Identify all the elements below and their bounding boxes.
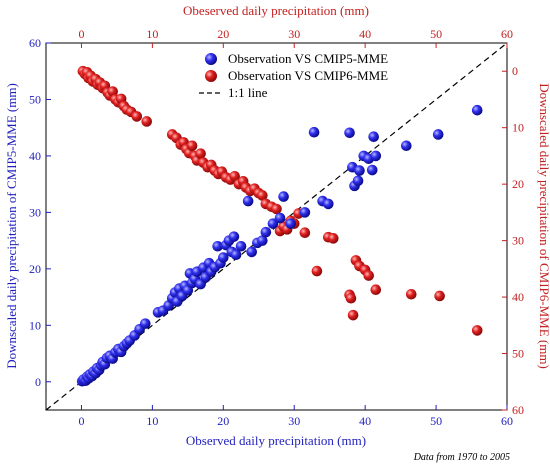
cmip6-point bbox=[229, 170, 240, 182]
legend-label-one-to-one: 1:1 line bbox=[228, 85, 268, 100]
cmip5-point bbox=[370, 150, 382, 162]
y-axis-title-right: Downscaled daily precipitation of CMIP6-… bbox=[537, 83, 550, 369]
cmip5-point bbox=[308, 126, 320, 138]
cmip6-point bbox=[257, 190, 268, 201]
cmip6-point bbox=[405, 288, 417, 300]
cmip5-point bbox=[400, 140, 412, 152]
cmip5-point bbox=[260, 226, 272, 238]
cmip6-point bbox=[345, 292, 357, 304]
cmip6-point bbox=[363, 270, 375, 281]
x-tick-label-top: 40 bbox=[359, 27, 371, 41]
x-tick-label-bottom: 10 bbox=[146, 414, 158, 428]
cmip5-point bbox=[285, 218, 296, 229]
legend-label-cmip6: Observation VS CMIP6-MME bbox=[228, 68, 388, 83]
cmip6-point bbox=[131, 111, 143, 122]
y-tick-label-right: 60 bbox=[512, 403, 524, 417]
legend-label-cmip5: Observation VS CMIP5-MME bbox=[228, 51, 388, 66]
cmip5-point bbox=[235, 240, 247, 252]
cmip6-point bbox=[195, 148, 206, 159]
y-tick-label-left: 0 bbox=[35, 375, 41, 389]
plot-frame bbox=[45, 42, 508, 411]
cmip5-point bbox=[257, 235, 268, 246]
cmip6-point bbox=[311, 265, 323, 277]
cmip5-point bbox=[246, 246, 257, 258]
x-tick-label-bottom: 0 bbox=[78, 414, 84, 428]
y-tick-label-right: 20 bbox=[512, 177, 524, 191]
y-tick-label-right: 50 bbox=[512, 347, 524, 361]
cmip6-point bbox=[347, 309, 359, 321]
cmip5-point bbox=[344, 127, 355, 139]
cmip5-point bbox=[278, 191, 289, 202]
cmip6-point bbox=[299, 227, 311, 239]
y-tick-label-left: 10 bbox=[29, 318, 41, 332]
cmip5-point bbox=[366, 164, 378, 176]
cmip5-point bbox=[230, 249, 242, 261]
legend: Observation VS CMIP5-MME Observation VS … bbox=[199, 51, 388, 100]
cmip5-point bbox=[218, 252, 229, 263]
x-tick-label-top: 10 bbox=[146, 27, 158, 41]
cmip5-point bbox=[274, 212, 286, 224]
y-tick-label-left: 60 bbox=[29, 36, 41, 50]
x-tick-label-bottom: 40 bbox=[359, 414, 371, 428]
cmip6-point bbox=[327, 233, 339, 244]
cmip5-point bbox=[322, 198, 334, 210]
cmip5-point bbox=[352, 175, 364, 187]
data-period-note: Data from 1970 to 2005 bbox=[413, 452, 510, 463]
cmip5-point bbox=[299, 207, 311, 218]
y-tick-label-left: 30 bbox=[29, 205, 41, 219]
cmip6-point bbox=[186, 140, 198, 152]
cmip5-point bbox=[267, 218, 279, 229]
x-tick-label-bottom: 60 bbox=[501, 414, 513, 428]
cmip6-point bbox=[370, 284, 382, 296]
x-tick-label-bottom: 50 bbox=[430, 414, 442, 428]
cmip5-points bbox=[76, 104, 483, 387]
y-tick-label-right: 30 bbox=[512, 234, 524, 248]
cmip5-point bbox=[471, 104, 483, 116]
y-axis-title-left: Downscaled daily precipitation of CMIP5-… bbox=[4, 83, 19, 369]
cmip6-point bbox=[271, 203, 282, 215]
x-tick-label-top: 0 bbox=[78, 27, 84, 41]
cmip5-point bbox=[228, 231, 240, 242]
y-tick-label-right: 0 bbox=[512, 64, 518, 78]
x-tick-label-bottom: 20 bbox=[217, 414, 229, 428]
y-tick-label-right: 40 bbox=[512, 290, 524, 304]
cmip5-point bbox=[212, 240, 223, 252]
cmip5-point bbox=[432, 129, 444, 140]
legend-marker-cmip6 bbox=[205, 70, 217, 82]
x-axis-title-top: Obeserved daily precipitation (mm) bbox=[183, 3, 369, 18]
x-tick-label-top: 50 bbox=[430, 27, 442, 41]
x-tick-label-top: 60 bbox=[501, 27, 513, 41]
cmip5-point bbox=[354, 165, 365, 176]
x-tick-label-top: 30 bbox=[288, 27, 300, 41]
axis-ticks: 0 10 20 30 40 50 60 0 10 20 30 40 50 60 0 10 20 30 40 50 60 0… bbox=[29, 27, 524, 428]
y-tick-label-left: 40 bbox=[29, 149, 41, 163]
x-tick-label-bottom: 30 bbox=[288, 414, 300, 428]
x-tick-label-top: 20 bbox=[217, 27, 229, 41]
cmip5-point bbox=[242, 195, 254, 207]
cmip6-point bbox=[471, 325, 483, 336]
cmip6-point bbox=[141, 116, 153, 127]
cmip6-point bbox=[434, 290, 445, 302]
cmip5-point bbox=[368, 131, 379, 143]
cmip5-point bbox=[139, 318, 151, 329]
y-tick-label-left: 20 bbox=[29, 262, 41, 276]
x-axis-title-bottom: Observed daily precipitation (mm) bbox=[186, 433, 366, 448]
y-tick-label-right: 10 bbox=[512, 121, 524, 135]
legend-marker-cmip5 bbox=[205, 53, 217, 65]
cmip6-points bbox=[77, 65, 483, 336]
y-tick-label-left: 50 bbox=[29, 92, 41, 106]
